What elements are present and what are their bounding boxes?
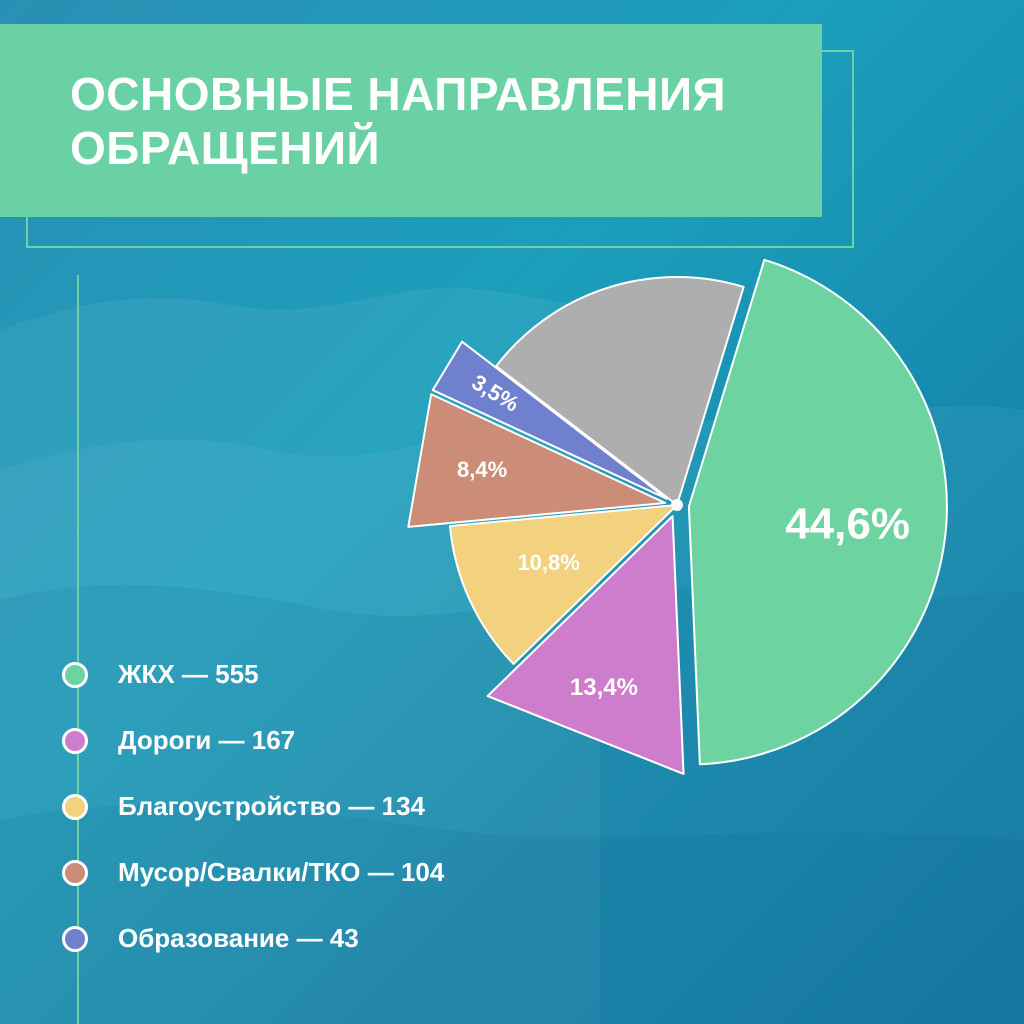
vertical-divider xyxy=(77,275,79,1024)
slice-label-3: 8,4% xyxy=(457,457,507,482)
pie-slice-4 xyxy=(431,340,668,500)
pie-slice-3 xyxy=(407,393,667,528)
legend-label: Дороги — 167 xyxy=(118,725,296,755)
legend-swatch xyxy=(62,662,88,688)
legend-swatch xyxy=(62,926,88,952)
pie-slice-2 xyxy=(448,504,678,665)
pie-slice-1 xyxy=(486,515,685,775)
slice-label-2: 10,8% xyxy=(517,550,579,575)
title-banner xyxy=(0,24,822,217)
page-title: ОСНОВНЫЕ НАПРАВЛЕНИЯ ОБРАЩЕНИЙ xyxy=(70,68,727,174)
legend-label: Мусор/Свалки/ТКО — 104 xyxy=(118,857,445,887)
slice-label-0: 44,6% xyxy=(785,499,910,548)
legend-label: Благоустройство — 134 xyxy=(118,791,425,821)
pie-slice-5 xyxy=(495,276,745,506)
slice-label-1: 13,4% xyxy=(570,674,638,701)
pie-center-dot xyxy=(671,499,683,511)
legend-swatch xyxy=(62,794,88,820)
legend-swatch xyxy=(62,860,88,886)
legend-swatch xyxy=(62,728,88,754)
legend-label: Образование — 43 xyxy=(118,923,359,953)
legend-label: ЖКХ — 555 xyxy=(118,659,259,689)
pie-slice-0 xyxy=(687,258,948,766)
